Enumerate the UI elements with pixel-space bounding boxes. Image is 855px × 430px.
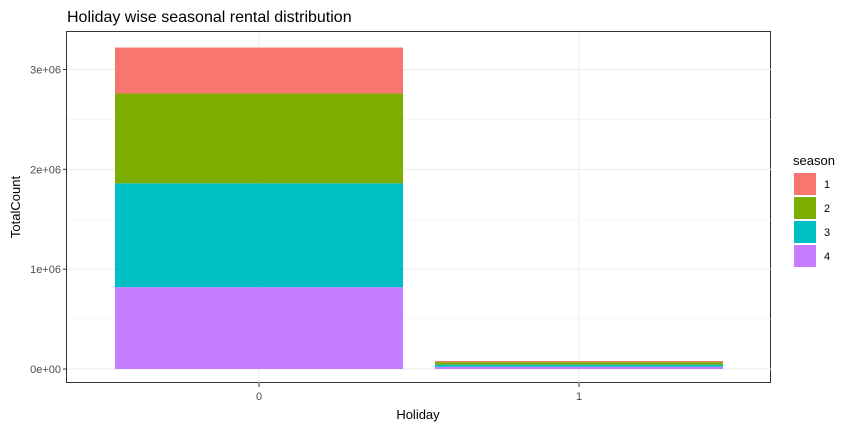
bar-segment-holiday-0-season-2 xyxy=(115,93,403,184)
legend-label: 3 xyxy=(824,227,830,239)
bars xyxy=(115,47,723,369)
y-tick-label: 3e+06 xyxy=(30,65,61,77)
legend-title: season xyxy=(793,153,835,168)
bar-segment-holiday-1-season-3 xyxy=(435,364,723,367)
bar-segment-holiday-1-season-2 xyxy=(435,362,723,365)
y-tick-label: 1e+06 xyxy=(30,264,61,276)
legend-label: 1 xyxy=(824,179,830,191)
x-axis-title: Holiday xyxy=(396,407,440,422)
bar-segment-holiday-0-season-4 xyxy=(115,287,403,369)
legend-label: 2 xyxy=(824,203,830,215)
y-axis-title: TotalCount xyxy=(8,176,23,239)
legend-key-season-3 xyxy=(794,221,816,243)
legend-key-season-4 xyxy=(794,245,816,267)
x-tick-label: 1 xyxy=(576,391,582,403)
y-axis: 0e+00 1e+06 2e+06 3e+06 xyxy=(30,65,67,376)
legend-key-season-2 xyxy=(794,197,816,219)
legend-key-season-1 xyxy=(794,173,816,195)
x-tick-label: 0 xyxy=(256,391,262,403)
bar-segment-holiday-0-season-1 xyxy=(115,47,403,94)
bar-segment-holiday-0-season-3 xyxy=(115,183,403,288)
legend: season 1 2 3 4 xyxy=(793,153,835,267)
plot-panel xyxy=(66,31,771,383)
chart-title: Holiday wise seasonal rental distributio… xyxy=(67,9,352,26)
legend-label: 4 xyxy=(824,251,830,263)
y-tick-label: 2e+06 xyxy=(30,164,61,176)
bar-segment-holiday-1-season-1 xyxy=(435,361,723,363)
bar-segment-holiday-1-season-4 xyxy=(435,366,723,369)
y-tick-label: 0e+00 xyxy=(30,364,61,376)
